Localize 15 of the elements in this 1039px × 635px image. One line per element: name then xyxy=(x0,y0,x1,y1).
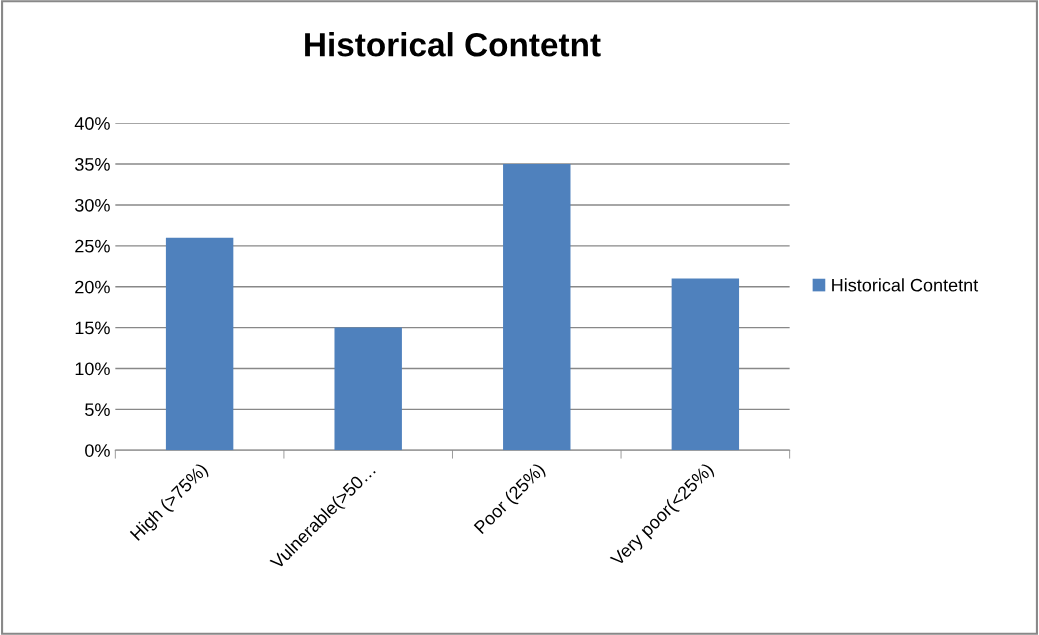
bar xyxy=(671,278,740,451)
bar xyxy=(165,237,234,451)
y-tick-label: 0% xyxy=(85,444,110,457)
y-tick-label: 5% xyxy=(85,403,110,417)
bar xyxy=(503,164,571,451)
bar xyxy=(334,327,402,451)
y-tick-label: 10% xyxy=(75,362,110,376)
y-tick-label: 15% xyxy=(75,321,110,335)
legend-label: Historical Contetnt xyxy=(832,278,979,292)
y-tick-label: 20% xyxy=(75,280,110,294)
y-tick-label: 25% xyxy=(75,239,110,253)
y-tick-label: 40% xyxy=(74,117,110,130)
y-tick-label: 30% xyxy=(75,198,110,212)
chart-title: Historical Contetnt xyxy=(305,32,601,57)
y-tick-label: 35% xyxy=(75,158,110,171)
